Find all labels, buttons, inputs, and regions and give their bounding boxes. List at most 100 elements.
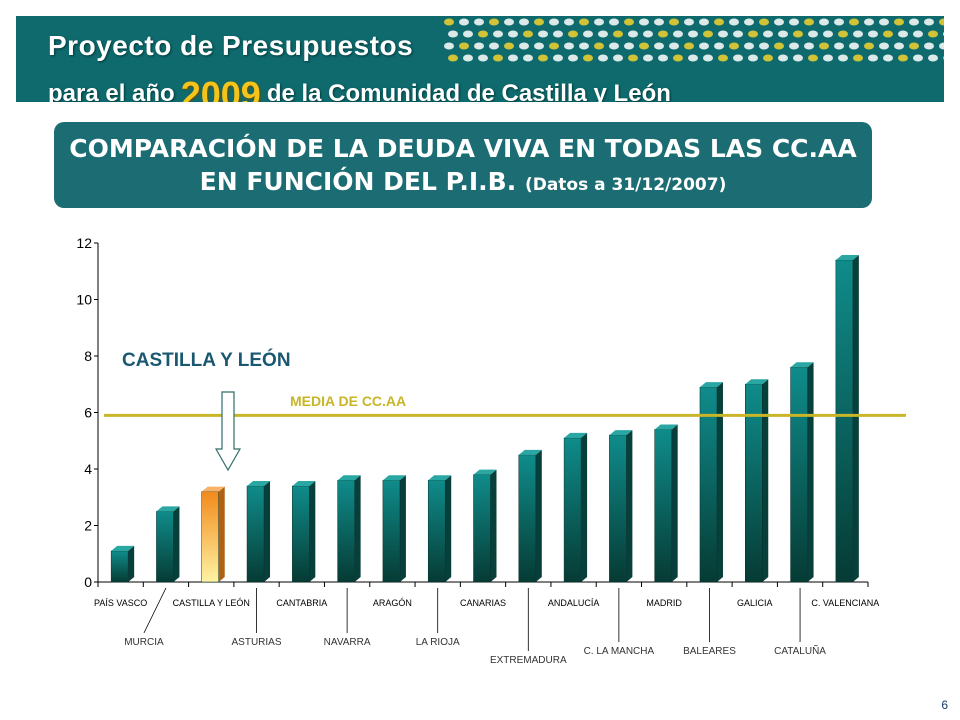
banner-dot (774, 18, 784, 26)
banner-dot (688, 54, 698, 62)
bar-side (128, 545, 135, 582)
banner-dot (834, 42, 844, 50)
banner-dot (564, 42, 574, 50)
banner-dot (508, 54, 518, 62)
category-label: ANDALUCÍA (548, 598, 600, 608)
banner-dot (834, 18, 844, 26)
banner-dot (913, 30, 923, 38)
banner-dot (669, 18, 679, 26)
banner-dot (534, 42, 544, 50)
bar-top (564, 432, 588, 438)
banner-dot (849, 18, 859, 26)
bar-side (218, 486, 225, 582)
bar-top (790, 362, 814, 368)
header-line2: para el año 2009 de la Comunidad de Castil… (48, 68, 671, 102)
mean-line-label: MEDIA DE CC.AA (290, 393, 406, 409)
category-label: MURCIA (124, 637, 164, 648)
bar (790, 367, 808, 583)
bar-top (745, 379, 769, 385)
banner-dot (669, 42, 679, 50)
category-label: GALICIA (737, 598, 773, 608)
banner-dot (624, 18, 634, 26)
decorative-dots (444, 18, 944, 62)
banner-dot (553, 54, 563, 62)
bar (337, 480, 355, 583)
banner-dot (504, 18, 514, 26)
banner-dot (553, 30, 563, 38)
bar (609, 434, 627, 583)
banner-dot (939, 18, 944, 26)
bar-top (473, 469, 497, 475)
category-label: MADRID (646, 598, 682, 608)
banner-dot (568, 30, 578, 38)
banner-dot (864, 42, 874, 50)
banner-dot (774, 42, 784, 50)
banner-dot (628, 54, 638, 62)
bar-top (654, 424, 678, 430)
banner-dot (703, 54, 713, 62)
banner-dot (714, 18, 724, 26)
category-label: ASTURIAS (232, 637, 282, 648)
bar-side (762, 379, 769, 582)
banner-dot (883, 30, 893, 38)
banner-dot (733, 30, 743, 38)
bar-side (807, 362, 814, 582)
banner-dot (894, 18, 904, 26)
banner-dot (519, 18, 529, 26)
banner-dot (699, 18, 709, 26)
banner-dot (594, 18, 604, 26)
bar-top (111, 545, 135, 551)
banner-dot (463, 30, 473, 38)
banner-dot (823, 54, 833, 62)
banner-dot (654, 42, 664, 50)
banner-dot (609, 42, 619, 50)
banner-dot (789, 42, 799, 50)
banner-dot (658, 54, 668, 62)
banner-dot (448, 54, 458, 62)
banner-dot (909, 42, 919, 50)
banner-dot (534, 18, 544, 26)
banner-dot (549, 18, 559, 26)
y-tick-label: 10 (76, 292, 92, 308)
y-tick-label: 8 (84, 348, 92, 364)
banner-dot (853, 54, 863, 62)
banner-dot (913, 54, 923, 62)
banner-dot (879, 18, 889, 26)
header-line1: Proyecto de Presupuestos (48, 30, 414, 61)
banner-dot (684, 18, 694, 26)
banner-dot (778, 54, 788, 62)
banner-dot (523, 54, 533, 62)
category-label: EXTREMADURA (490, 655, 567, 666)
banner-dot (853, 30, 863, 38)
bar-top (337, 475, 361, 481)
banner-dot (943, 55, 944, 61)
banner-dot (744, 18, 754, 26)
banner-dot (928, 54, 938, 62)
header-line2-post: de la Comunidad de Castilla y León (266, 80, 671, 102)
banner-dot (763, 54, 773, 62)
banner-dot (639, 18, 649, 26)
banner-dot (684, 42, 694, 50)
category-label: CANTABRIA (276, 598, 327, 608)
bar-top (292, 480, 316, 486)
bar (427, 480, 446, 583)
banner-dot (789, 18, 799, 26)
slide-title-box: COMPARACIÓN DE LA DEUDA VIVA EN TODAS LA… (54, 122, 872, 208)
banner-dot (624, 42, 634, 50)
banner-dot (568, 54, 578, 62)
bar-top (428, 475, 452, 481)
banner-dot (729, 42, 739, 50)
banner-dot (598, 54, 608, 62)
header-year: 2009 (180, 74, 261, 102)
banner-dot (804, 42, 814, 50)
bar-top (699, 382, 723, 388)
banner-dot (523, 30, 533, 38)
bar-top (201, 486, 225, 492)
banner-dot (658, 30, 668, 38)
bar-side (716, 382, 723, 582)
banner-dot (444, 42, 454, 50)
banner-dot (493, 54, 503, 62)
category-label: CANARIAS (460, 598, 506, 608)
bar-side (354, 475, 361, 582)
bar-top (835, 254, 859, 260)
